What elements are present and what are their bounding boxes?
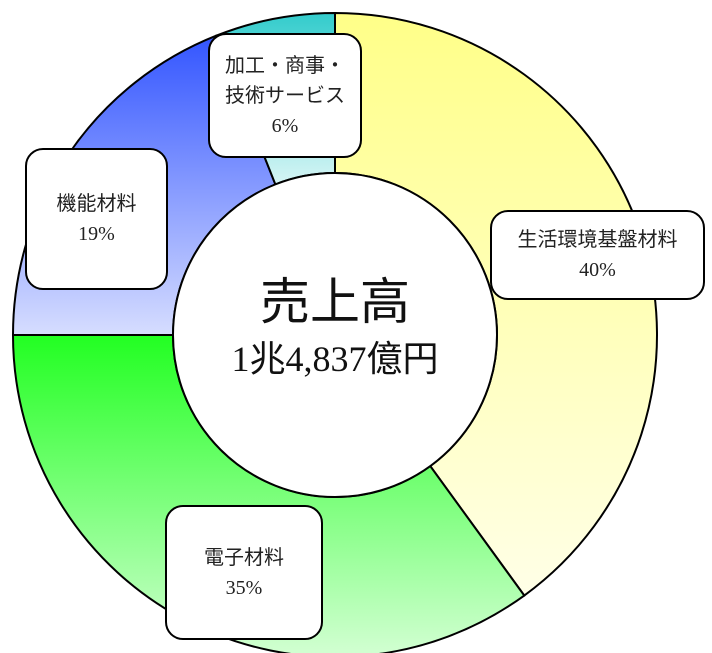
value-label: 19% <box>78 223 115 245</box>
value-label: 40% <box>579 259 616 281</box>
segment-label: 電子材料 35% <box>165 505 323 640</box>
value-label: 6% <box>271 114 299 137</box>
center-subtitle: 1兆4,837億円 <box>231 339 439 379</box>
segment-label: 生活環境基盤材料 40% <box>490 210 705 300</box>
segment-label: 機能材料 19% <box>25 148 168 290</box>
segment-label: 加工・商事・技術サービス 6% <box>208 33 362 158</box>
category-label: 加工・商事・技術サービス <box>225 54 345 107</box>
category-label: 機能材料 <box>56 193 137 215</box>
donut-hole <box>172 172 498 498</box>
center-title: 売上高 <box>260 274 410 330</box>
category-label: 生活環境基盤材料 <box>517 229 678 251</box>
value-label: 35% <box>225 576 263 599</box>
center-label: 売上高 1兆4,837億円 <box>175 270 495 384</box>
category-label: 電子材料 <box>204 546 284 569</box>
